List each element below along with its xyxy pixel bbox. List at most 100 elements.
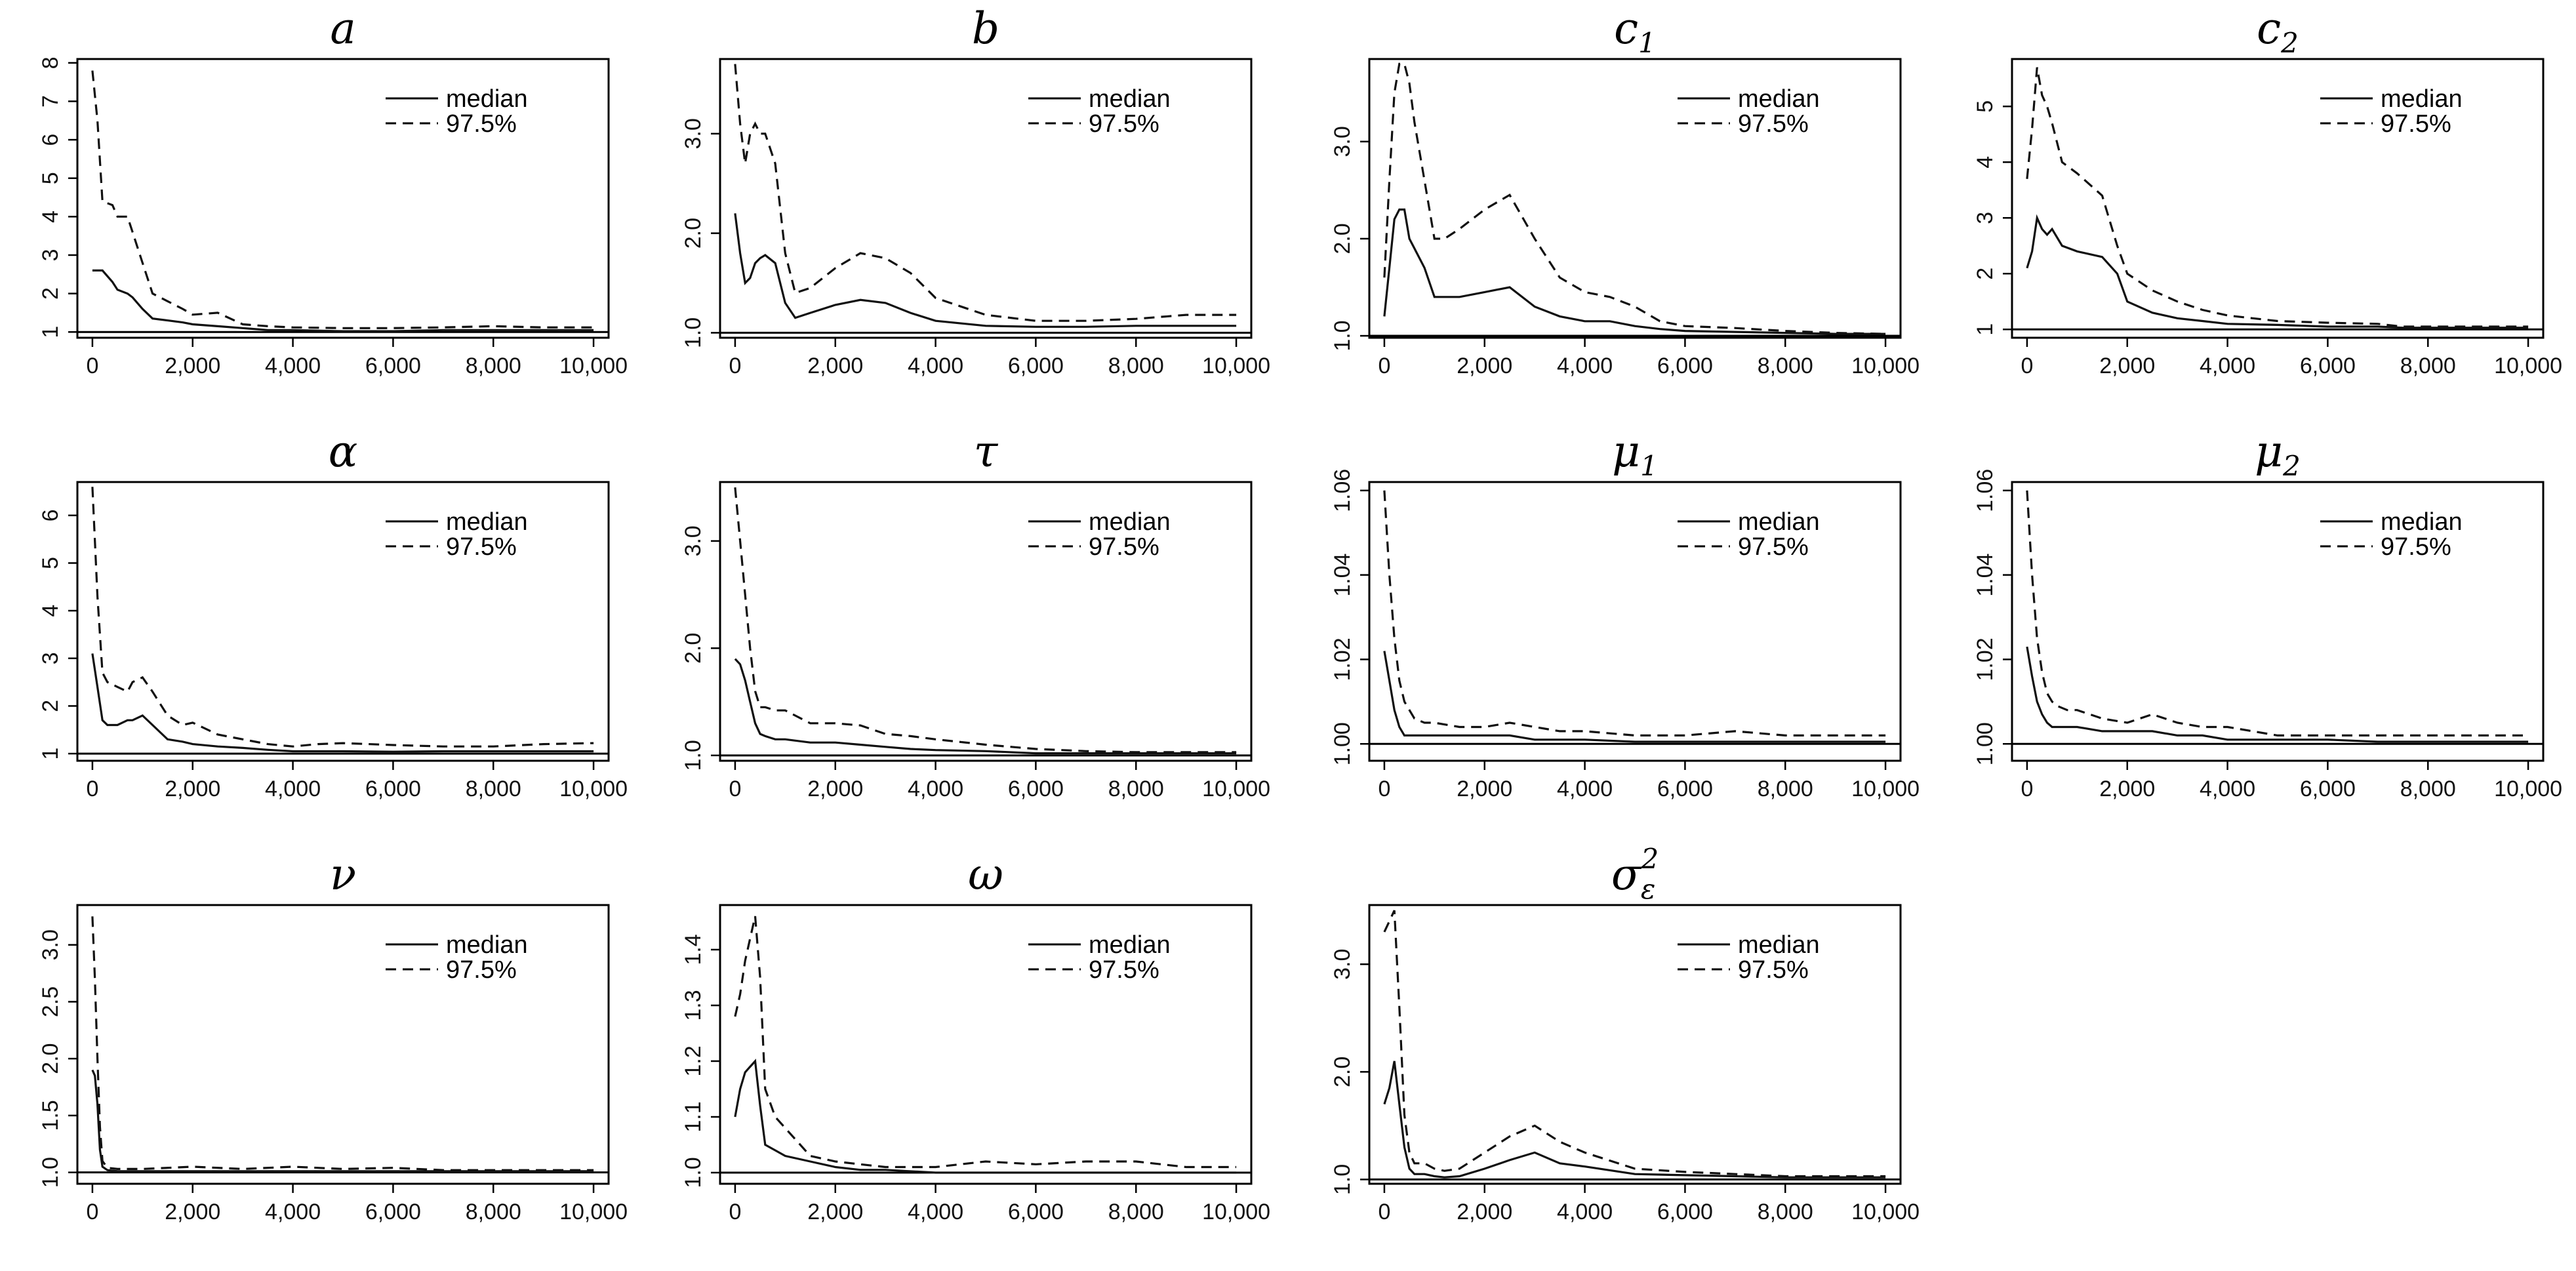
panel-10-xtick-label: 6,000 xyxy=(1657,1200,1713,1224)
panel-1-title-main: b xyxy=(972,3,999,54)
panel-3-legend-median-label: median xyxy=(2381,85,2463,113)
panel-6-xtick-label: 8,000 xyxy=(1758,777,1813,801)
panel-7-xtick-label: 2,000 xyxy=(2099,777,2155,801)
panel-9-title-main: ω xyxy=(968,849,1003,900)
panel-4-xtick-label: 8,000 xyxy=(466,777,521,801)
panel-6-title: μ1 xyxy=(1612,426,1658,482)
panel-9-xtick-label: 4,000 xyxy=(908,1200,963,1224)
panel-7-xtick-label: 10,000 xyxy=(2494,777,2562,801)
panel-0-legend-median-label: median xyxy=(446,85,528,113)
panel-1: b 1.0 2.0 3.0 0 2,000 4,000 6,000 8,000 10,000 med… xyxy=(681,3,1270,378)
panel-4-legend-median-label: median xyxy=(446,508,528,536)
panel-0-ytick-label: 7 xyxy=(38,95,63,108)
panel-7-ytick-label: 1.02 xyxy=(1973,637,1998,681)
panel-4-title-main: α xyxy=(329,426,358,477)
panel-9-ytick-label: 1.2 xyxy=(681,1045,706,1076)
panel-3-ytick-label: 3 xyxy=(1973,212,1998,224)
panel-6-ytick-label: 1.06 xyxy=(1330,469,1355,512)
panel-2-title-main: c xyxy=(1614,3,1638,54)
panel-3-xtick-label: 8,000 xyxy=(2400,353,2456,378)
panel-0-ytick-label: 8 xyxy=(38,56,63,69)
panel-3-frame xyxy=(2011,58,2545,339)
panel-10-xtick-label: 10,000 xyxy=(1851,1200,1920,1224)
panel-7: μ2 1.00 1.02 1.04 1.06 0 2,000 4,000 6,000 8,000 1… xyxy=(1973,426,2562,801)
panel-5-xtick-label: 4,000 xyxy=(908,777,963,801)
panel-6-legend-median-label: median xyxy=(1738,508,1820,536)
panel-10-series-97-5 xyxy=(1383,910,1886,1178)
panel-3-xtick-label: 2,000 xyxy=(2099,353,2155,378)
panel-9-xtick-label: 2,000 xyxy=(807,1200,863,1224)
panel-10-title: σε2 xyxy=(1611,843,1659,905)
panel-7-title: μ2 xyxy=(2255,426,2301,482)
panel-3-series-median xyxy=(2026,214,2529,329)
panel-1-ytick-label: 3.0 xyxy=(681,118,706,149)
panel-10-ytick-label: 3.0 xyxy=(1330,949,1355,980)
panel-5-xtick-label: 6,000 xyxy=(1008,777,1064,801)
panel-10-title-sub: ε xyxy=(1641,873,1656,905)
panel-8-xtick-label: 2,000 xyxy=(165,1200,220,1224)
panel-4-ytick-label: 5 xyxy=(38,557,63,569)
panel-1-xtick-label: 6,000 xyxy=(1008,353,1064,378)
panel-2-legend-median-label: median xyxy=(1738,85,1820,113)
panel-6-xtick-label: 6,000 xyxy=(1657,777,1713,801)
panel-9-frame xyxy=(719,904,1253,1185)
panel-8-series-97-5 xyxy=(91,916,594,1171)
panel-3-legend-q975-label: 97.5% xyxy=(2381,110,2451,138)
panel-3-title-main: c xyxy=(2257,3,2281,54)
panel-8-legend-q975-label: 97.5% xyxy=(446,956,517,984)
panel-10-ytick-label: 2.0 xyxy=(1330,1057,1355,1087)
panel-5-ytick-label: 1.0 xyxy=(681,740,706,771)
panel-4-xtick-label: 4,000 xyxy=(265,777,321,801)
panel-6-series-median xyxy=(1383,651,1886,743)
panel-4-xtick-label: 0 xyxy=(86,777,98,801)
panel-4-ytick-label: 6 xyxy=(38,509,63,521)
panel-2-ytick-label: 1.0 xyxy=(1330,320,1355,351)
panel-2-xtick-label: 6,000 xyxy=(1657,353,1713,378)
panel-8-ytick-label: 1.0 xyxy=(38,1157,63,1188)
panel-6-title-main: μ xyxy=(1612,426,1640,477)
panel-7-series-median xyxy=(2026,646,2529,743)
panel-10-ytick-label: 1.0 xyxy=(1330,1164,1355,1195)
panel-8-title: ν xyxy=(330,849,356,900)
panel-4-xtick-label: 2,000 xyxy=(165,777,220,801)
panel-3-title: c2 xyxy=(2257,3,2299,59)
panel-8: ν 1.0 1.5 2.0 2.5 3.0 0 2,000 4,000 6,000 8,000 10,… xyxy=(38,849,628,1224)
panel-1-ytick-label: 2.0 xyxy=(681,218,706,249)
panel-5-ytick-label: 2.0 xyxy=(681,633,706,664)
panel-1-ytick-label: 1.0 xyxy=(681,317,706,348)
panel-7-title-sub: 2 xyxy=(2282,450,2301,482)
panel-7-series-97-5 xyxy=(2026,490,2529,737)
panel-8-legend-median-label: median xyxy=(446,931,528,959)
panel-0-xtick-label: 6,000 xyxy=(365,353,421,378)
panel-1-frame xyxy=(719,58,1253,339)
panel-5-series-median xyxy=(734,658,1237,755)
panel-6-xtick-label: 2,000 xyxy=(1457,777,1512,801)
panel-3-series-97-5 xyxy=(2026,67,2529,328)
panel-2-title-sub: 1 xyxy=(1638,27,1656,59)
panel-6-xtick-label: 10,000 xyxy=(1851,777,1920,801)
panel-4-ytick-label: 4 xyxy=(38,605,63,617)
panel-0-title: a xyxy=(330,3,355,54)
panel-1-xtick-label: 10,000 xyxy=(1202,353,1270,378)
panel-4-ytick-label: 3 xyxy=(38,652,63,664)
panel-2-legend-q975-label: 97.5% xyxy=(1738,110,1809,138)
panel-2-xtick-label: 10,000 xyxy=(1851,353,1920,378)
panel-0-ytick-label: 2 xyxy=(38,287,63,300)
panel-9-legend-q975-label: 97.5% xyxy=(1089,956,1159,984)
panel-10-xtick-label: 2,000 xyxy=(1457,1200,1512,1224)
panel-0-xtick-label: 8,000 xyxy=(466,353,521,378)
panel-2-title: c1 xyxy=(1614,3,1656,59)
panel-0-ytick-label: 3 xyxy=(38,249,63,262)
panel-8-ytick-label: 1.5 xyxy=(38,1100,63,1131)
panel-1-xtick-label: 2,000 xyxy=(807,353,863,378)
panel-1-xtick-label: 8,000 xyxy=(1108,353,1164,378)
panel-9-legend-median-label: median xyxy=(1089,931,1171,959)
panel-7-xtick-label: 4,000 xyxy=(2200,777,2255,801)
panel-9-title: ω xyxy=(968,849,1003,900)
panel-0-legend-q975-label: 97.5% xyxy=(446,110,517,138)
panel-5-xtick-label: 8,000 xyxy=(1108,777,1164,801)
panel-10-xtick-label: 8,000 xyxy=(1758,1200,1813,1224)
panel-7-xtick-label: 0 xyxy=(2021,777,2033,801)
panel-10-series-median xyxy=(1383,1060,1886,1179)
panel-6-series-97-5 xyxy=(1383,490,1886,737)
